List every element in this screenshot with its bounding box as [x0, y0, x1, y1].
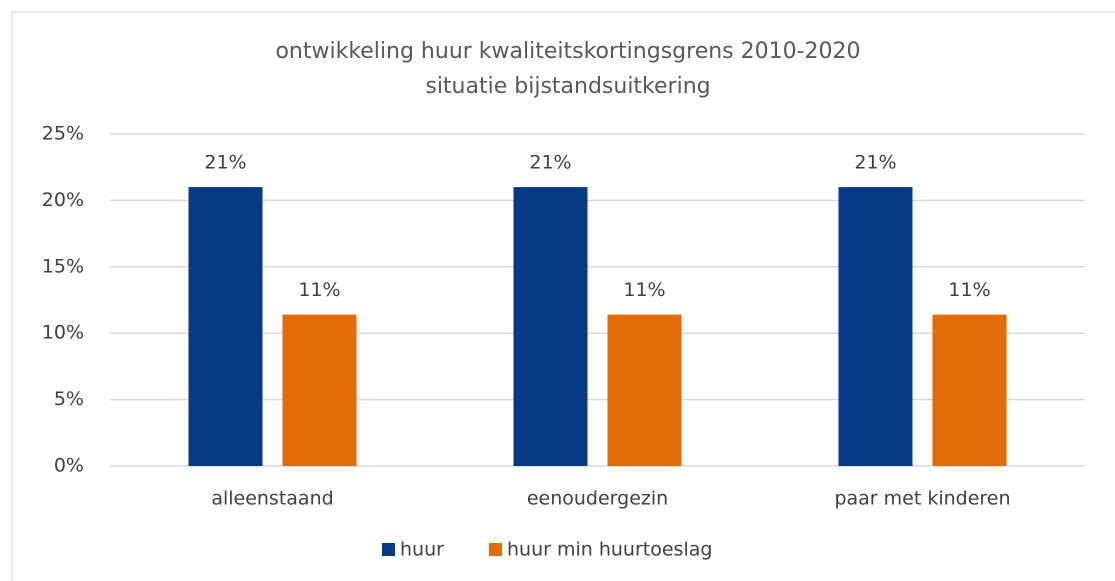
data-label: 21%	[204, 152, 246, 174]
bar	[513, 187, 588, 466]
bar	[932, 314, 1007, 466]
y-tick-label: 5%	[54, 388, 84, 410]
data-label: 11%	[298, 279, 340, 301]
bar	[838, 187, 913, 466]
y-tick-label: 25%	[42, 123, 84, 145]
x-tick-label: eenoudergezin	[527, 488, 668, 510]
data-label: 21%	[854, 152, 896, 174]
y-tick-label: 0%	[54, 455, 84, 477]
legend-swatch	[489, 543, 502, 556]
legend-swatch	[382, 543, 395, 556]
x-tick-label: alleenstaand	[211, 488, 333, 510]
y-tick-label: 20%	[42, 189, 84, 211]
data-label: 21%	[529, 152, 571, 174]
chart-subtitle: situatie bijstandsuitkering	[425, 74, 710, 99]
x-tick-label: paar met kinderen	[834, 488, 1010, 510]
data-label: 11%	[623, 279, 665, 301]
legend-label: huur	[400, 539, 444, 561]
bar	[188, 187, 263, 466]
y-tick-label: 15%	[42, 255, 84, 277]
bar	[607, 314, 682, 466]
bar	[282, 314, 357, 466]
legend-label: huur min huurtoeslag	[507, 539, 712, 561]
chart-title: ontwikkeling huur kwaliteitskortingsgren…	[275, 39, 860, 64]
y-tick-label: 10%	[42, 322, 84, 344]
data-label: 11%	[948, 279, 990, 301]
